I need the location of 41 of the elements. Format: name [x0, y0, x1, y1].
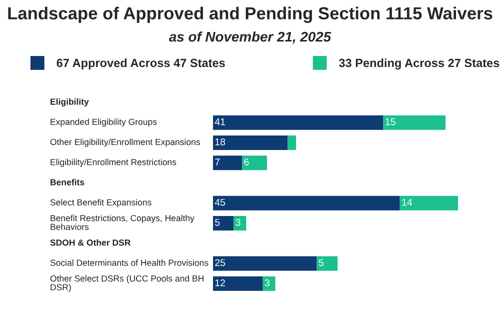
y-tick-label: Other Select DSRs (UCC Pools and BH DSR)	[50, 275, 204, 292]
bar	[213, 276, 263, 291]
bar	[213, 196, 400, 210]
chart-subtitle: as of November 21, 2025	[169, 31, 332, 44]
legend-label: 33 Pending Across 27 States	[338, 58, 500, 70]
data-label: 5	[318, 259, 324, 266]
y-tick-label: Select Benefit Expansions	[50, 199, 152, 208]
y-tick-label: Expanded Eligibility Groups	[50, 118, 157, 127]
bar	[234, 216, 246, 230]
legend-label: 67 Approved Across 47 States	[56, 58, 225, 70]
bar	[242, 156, 267, 170]
data-label: 3	[264, 279, 270, 286]
bar	[383, 115, 446, 130]
data-label: 3	[236, 218, 240, 226]
y-tick-label: Other Eligibility/Enrollment Expansions	[50, 138, 200, 147]
bar	[288, 135, 296, 150]
bar	[213, 156, 242, 170]
y-tick-label: Benefits	[50, 178, 84, 186]
data-label: 41	[214, 118, 225, 126]
bar	[213, 216, 234, 230]
data-label: 14	[402, 198, 412, 206]
y-tick-label: Social Determinants of Health Provisions	[50, 259, 208, 266]
bar	[316, 256, 338, 271]
y-tick-label: Benefit Restrictions, Copays, Healthy Behaviors	[50, 214, 194, 230]
data-label: 7	[215, 158, 220, 166]
bar	[213, 135, 288, 150]
data-label: 12	[215, 279, 225, 286]
y-tick-label: Eligibility/Enrollment Restrictions	[50, 158, 176, 167]
data-label: 25	[215, 259, 226, 266]
y-tick-label: Eligibility	[50, 98, 89, 107]
bar	[213, 115, 384, 130]
chart-title: Landscape of Approved and Pending Section 1115 Waivers	[8, 6, 492, 23]
data-label: 45	[214, 198, 226, 206]
data-label: 5	[215, 219, 220, 226]
y-tick-label: SDOH & Other DSR	[50, 239, 131, 246]
data-label: 15	[386, 118, 396, 126]
bar	[213, 256, 317, 271]
data-label: 18	[215, 138, 226, 146]
data-label: 6	[244, 158, 249, 166]
bar	[400, 196, 458, 210]
bar	[262, 276, 276, 291]
